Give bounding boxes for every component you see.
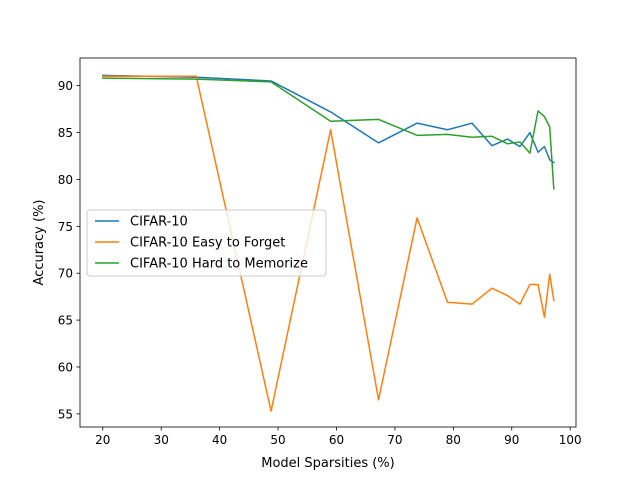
y-tick-label: 85 xyxy=(58,126,73,140)
legend: CIFAR-10 CIFAR-10 Easy to Forget CIFAR-10 … xyxy=(86,209,327,277)
x-tick-label: 60 xyxy=(329,433,344,447)
y-tick-label: 55 xyxy=(58,407,73,421)
legend-label-0: CIFAR-10 xyxy=(130,215,188,230)
axes-frame xyxy=(79,57,577,428)
x-tick-label: 100 xyxy=(559,433,582,447)
x-tick-label: 40 xyxy=(212,433,227,447)
x-axis-ticks: 20 30 40 50 60 70 80 90 100 xyxy=(95,427,582,447)
x-tick-label: 30 xyxy=(154,433,169,447)
x-axis-label: Model Sparsities (%) xyxy=(261,456,394,471)
series-line-2 xyxy=(102,77,555,190)
y-tick-label: 60 xyxy=(58,360,73,374)
x-tick-label: 80 xyxy=(446,433,461,447)
x-tick-label: 90 xyxy=(504,433,519,447)
x-tick-label: 70 xyxy=(387,433,402,447)
legend-box xyxy=(86,209,327,277)
y-tick-label: 90 xyxy=(58,79,73,93)
legend-label-1: CIFAR-10 Easy to Forget xyxy=(130,236,285,251)
y-axis-ticks: 55 60 65 70 75 80 85 90 xyxy=(58,79,80,421)
legend-label-2: CIFAR-10 Hard to Memorize xyxy=(130,257,308,272)
y-tick-label: 65 xyxy=(58,314,73,328)
x-tick-label: 20 xyxy=(95,433,110,447)
series-line-0 xyxy=(102,74,555,164)
y-tick-label: 70 xyxy=(58,267,73,281)
y-tick-label: 75 xyxy=(58,220,73,234)
y-axis-label: Accuracy (%) xyxy=(32,200,47,286)
y-tick-label: 80 xyxy=(58,173,73,187)
x-tick-label: 50 xyxy=(270,433,285,447)
